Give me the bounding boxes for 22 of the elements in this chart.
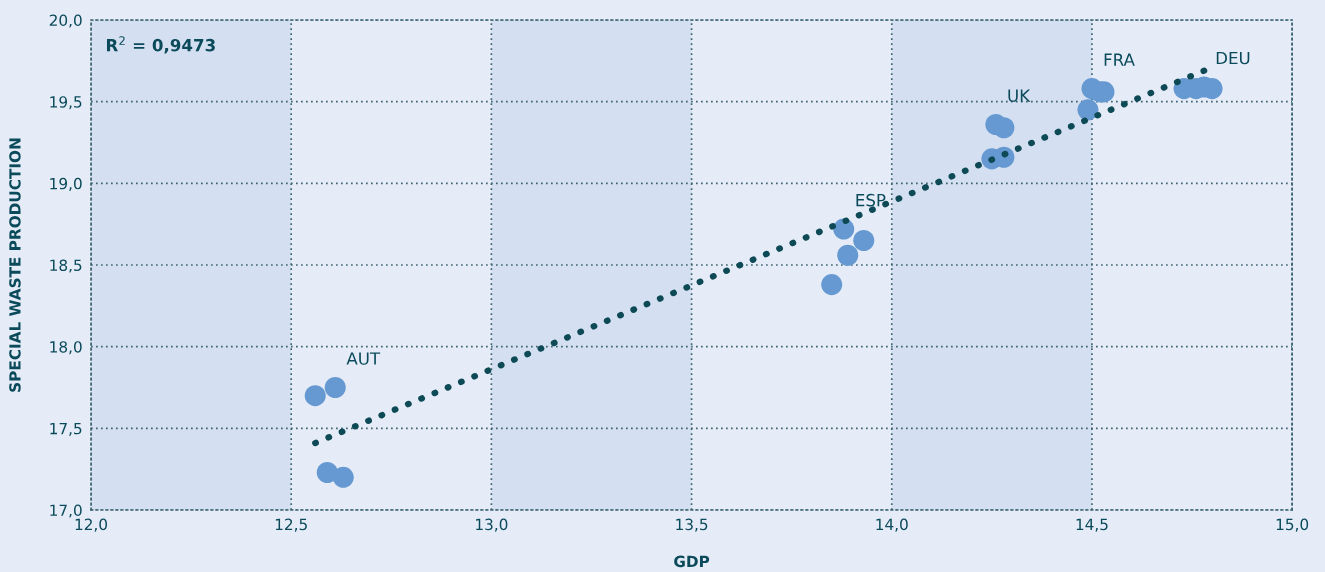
y-tick-label: 19,0 xyxy=(50,177,82,191)
x-tick-label: 14,0 xyxy=(876,518,908,532)
y-tick-label: 18,5 xyxy=(50,259,82,273)
y-tick-label: 17,5 xyxy=(50,423,82,436)
annotation: R$^{2}$ = 0,9473 xyxy=(106,36,215,54)
y-axis-title: SPECIAL WASTE PRODUCTION xyxy=(9,138,21,392)
x-tick-label: 12,0 xyxy=(75,518,108,532)
x-tick-label: 13,0 xyxy=(476,518,508,532)
y-tick-label: 19,5 xyxy=(50,96,82,110)
x-axis-title: GDP xyxy=(674,555,710,568)
x-tick-label: 15,0 xyxy=(1276,518,1309,532)
series-label: ESP xyxy=(856,193,886,207)
y-tick-label: 18,0 xyxy=(50,341,82,355)
y-tick-label: 17,0 xyxy=(50,504,82,518)
x-tick-label: 12,5 xyxy=(275,518,307,532)
series-label: UK xyxy=(1008,89,1031,102)
series-label: DEU xyxy=(1216,51,1250,65)
x-tick-label: 13,5 xyxy=(676,518,708,532)
x-tick-label: 14,5 xyxy=(1076,518,1108,532)
series-label: FRA xyxy=(1104,53,1135,66)
y-tick-label: 20,0 xyxy=(49,14,82,28)
series-label: AUT xyxy=(346,352,381,365)
